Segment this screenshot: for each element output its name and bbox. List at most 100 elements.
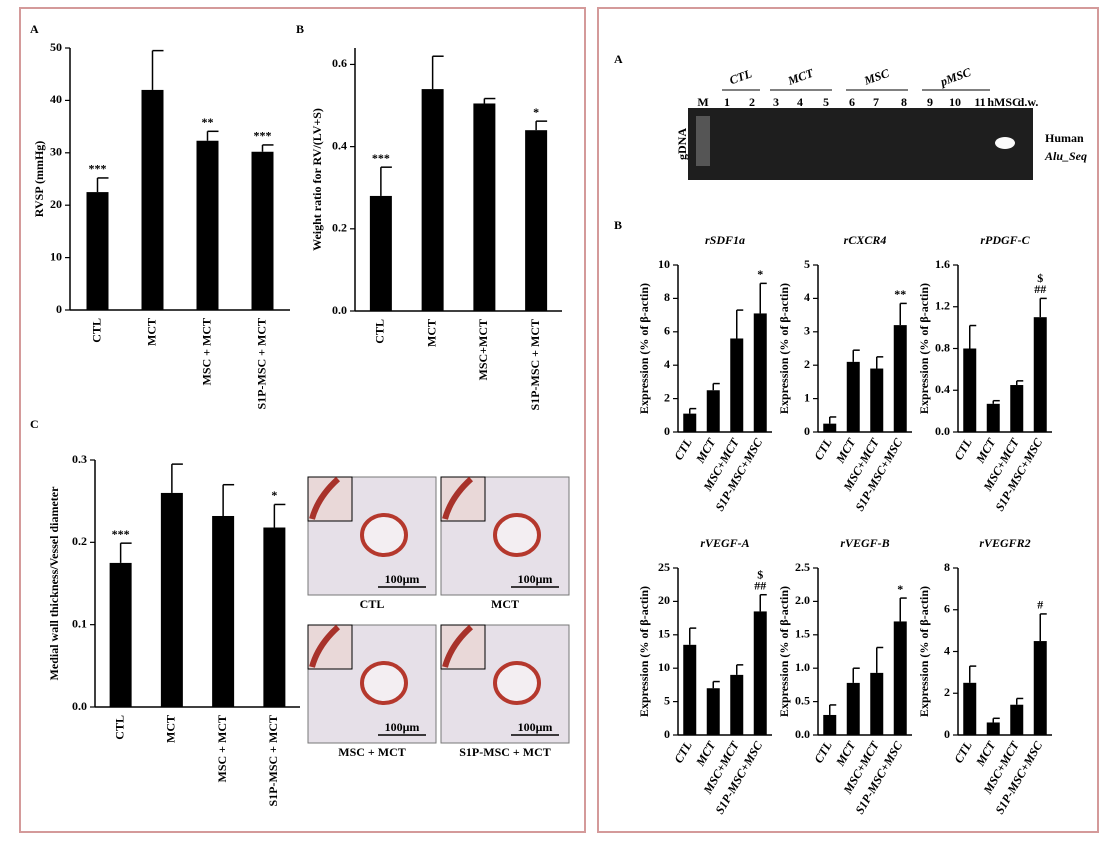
lane-label: 6: [849, 95, 855, 109]
bar: [730, 338, 744, 432]
gel-side-label: gDNA: [675, 128, 689, 160]
lane-label: M: [697, 95, 708, 109]
group-label: MCT: [785, 66, 816, 89]
band-label: Alu_Seq: [1044, 149, 1087, 163]
chart-title: rVEGF-A: [700, 536, 749, 550]
histology-caption: CTL: [360, 597, 385, 611]
bar: [986, 722, 1000, 735]
y-axis-label: Weight ratio for RV/(LV+S): [310, 108, 324, 251]
bar: [109, 562, 132, 707]
bar: [1033, 641, 1047, 735]
bar: [263, 527, 286, 707]
lane-label: 9: [927, 95, 933, 109]
y-tick-label: 0.0: [935, 424, 950, 438]
significance: *: [897, 582, 903, 596]
chart-title: rSDF1a: [705, 233, 745, 247]
bar: [1010, 385, 1024, 432]
y-tick-label: 2.0: [795, 593, 810, 607]
bar: [823, 423, 837, 432]
y-axis-label: Expression (% of β-actin): [917, 586, 931, 717]
bar: [473, 103, 496, 311]
band-label: Human: [1045, 131, 1084, 145]
bar: [369, 195, 392, 311]
band: [995, 137, 1015, 149]
chart-title: rVEGFR2: [979, 536, 1030, 550]
scale-label: 100μm: [385, 720, 420, 734]
significance: *: [533, 105, 539, 119]
histology-caption: S1P-MSC + MCT: [459, 745, 551, 759]
y-axis-label: Expression (% of β-actin): [917, 283, 931, 414]
y-tick-label: 3: [804, 324, 810, 338]
y-tick-label: 2: [664, 390, 670, 404]
y-tick-label: 0.5: [795, 693, 810, 707]
x-tick-label: MSC + MCT: [215, 715, 229, 783]
bar: [846, 682, 860, 735]
lane-label: 7: [873, 95, 879, 109]
y-tick-label: 10: [658, 257, 670, 271]
bar: [963, 348, 977, 432]
x-tick-label: CTL: [951, 436, 974, 463]
y-tick-label: 0.0: [72, 699, 87, 713]
lane-label: d.w.: [1018, 95, 1039, 109]
inset-tissue: [309, 624, 341, 668]
left-frame: [19, 7, 586, 833]
significance: *: [271, 488, 277, 502]
scale-label: 100μm: [385, 572, 420, 586]
y-tick-label: 25: [658, 560, 670, 574]
x-tick-label: S1P-MSC + MCT: [254, 318, 268, 410]
right-frame: [597, 7, 1099, 833]
y-tick-label: 20: [50, 197, 62, 211]
bar: [160, 492, 183, 707]
y-tick-label: 0.1: [72, 616, 87, 630]
scale-label: 100μm: [518, 572, 553, 586]
significance: #: [1037, 598, 1043, 612]
bar: [893, 621, 907, 735]
y-tick-label: 4: [664, 357, 670, 371]
scale-label: 100μm: [518, 720, 553, 734]
significance: **: [894, 287, 906, 301]
x-tick-label: CTL: [373, 319, 387, 344]
y-tick-label: 0.3: [72, 452, 87, 466]
y-tick-label: 0.6: [332, 56, 347, 70]
y-tick-label: 0: [664, 424, 670, 438]
significance: ***: [112, 527, 130, 541]
bar: [706, 390, 720, 432]
x-tick-label: CTL: [89, 318, 103, 343]
y-tick-label: 2.5: [795, 560, 810, 574]
significance: ***: [89, 162, 107, 176]
ladder: [696, 116, 710, 166]
bar: [870, 672, 884, 735]
y-axis-label: RVSP (mmHg): [32, 141, 46, 218]
chart-title: rCXCR4: [844, 233, 887, 247]
significance: ##: [1034, 282, 1046, 296]
inset-tissue: [309, 476, 341, 520]
bar: [870, 368, 884, 432]
bar: [846, 361, 860, 432]
y-axis-label: Expression (% of β-actin): [637, 283, 651, 414]
y-tick-label: 0.0: [795, 727, 810, 741]
bar: [706, 688, 720, 735]
y-tick-label: 5: [664, 693, 670, 707]
significance: ***: [372, 151, 390, 165]
y-axis-label: Expression (% of β-actin): [777, 586, 791, 717]
y-tick-label: 30: [50, 145, 62, 159]
x-tick-label: CTL: [112, 715, 126, 740]
y-tick-label: 0.2: [332, 221, 347, 235]
lane-label: 4: [797, 95, 803, 109]
chart-title: rVEGF-B: [840, 536, 889, 550]
y-tick-label: 6: [664, 324, 670, 338]
group-label: MSC: [861, 66, 891, 89]
panel-letter: B: [614, 218, 622, 232]
y-tick-label: 0: [56, 302, 62, 316]
bar: [753, 611, 767, 735]
bar: [421, 89, 444, 311]
y-tick-label: 50: [50, 40, 62, 54]
vessel: [360, 661, 408, 705]
bar: [1010, 704, 1024, 735]
y-axis-label: Medial wall thickness/Vessel diameter: [47, 486, 61, 681]
histology-caption: MCT: [491, 597, 519, 611]
inset-tissue: [442, 476, 474, 520]
significance: ***: [254, 129, 272, 143]
lane-label: 2: [749, 95, 755, 109]
x-tick-label: S1P-MSC + MCT: [528, 319, 542, 411]
